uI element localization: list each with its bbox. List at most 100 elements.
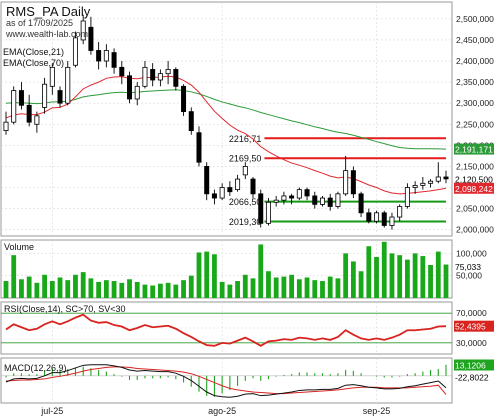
- ema21-legend: EMA(Close,21): [3, 47, 64, 57]
- price-tick-label: 2,300,000: [456, 98, 494, 108]
- candle: [181, 84, 187, 116]
- candle: [428, 179, 434, 188]
- macd-series: [5, 364, 447, 398]
- candle-body: [412, 185, 418, 188]
- volume-bar: [296, 279, 302, 298]
- macd-last-tag: -22,8022: [455, 373, 489, 383]
- volume-bar: [204, 251, 210, 298]
- volume-bar: [343, 253, 349, 298]
- candle-body: [289, 195, 295, 199]
- ema70-legend: EMA(Close,70): [3, 58, 64, 68]
- x-tick-label: jul-25: [40, 406, 63, 416]
- price-tick-label: 2,000,000: [456, 225, 494, 235]
- x-tick-label: ago-25: [208, 406, 236, 416]
- candle-body: [134, 85, 140, 100]
- ema21-last-tag-box: [454, 182, 494, 194]
- price-tick-label: 2,500,000: [456, 14, 494, 24]
- volume-bar: [196, 252, 202, 298]
- ema21-last-tag: 2,098,242: [455, 184, 493, 194]
- candle: [235, 174, 241, 192]
- volume-bar: [281, 276, 287, 298]
- price-levels: 2216,71 2169,50 2066,50 2019,30: [229, 134, 446, 227]
- candle-body: [127, 75, 133, 100]
- candle: [150, 63, 156, 87]
- volume-bars: [3, 241, 449, 298]
- candle-body: [350, 170, 356, 195]
- volume-bar: [173, 284, 179, 298]
- volume-bar: [312, 280, 318, 298]
- candle-body: [435, 176, 441, 182]
- candle: [250, 176, 256, 199]
- candle: [296, 187, 302, 201]
- candle: [42, 77, 48, 114]
- volume-tick-label: 50,000: [456, 271, 482, 281]
- volume-bar: [366, 246, 372, 298]
- volume-bar: [242, 274, 248, 298]
- candle: [173, 67, 179, 91]
- candle: [72, 31, 78, 68]
- candle: [88, 16, 94, 55]
- candle-body: [72, 37, 78, 66]
- volume-bar: [3, 281, 9, 298]
- candle: [265, 198, 271, 226]
- price-level-label: 2066,50: [229, 197, 262, 207]
- candle-body: [296, 189, 302, 199]
- candle-body: [157, 73, 163, 81]
- volume-bar: [165, 282, 171, 298]
- volume-bar: [134, 281, 140, 298]
- price-level-label: 2019,30: [229, 217, 262, 227]
- volume-bar: [88, 278, 94, 298]
- chart-title: RMS_PA Daily: [6, 4, 91, 19]
- candle-body: [211, 193, 217, 199]
- macd-hist-last-tag: 13,1206: [455, 361, 486, 371]
- rsi-last-tag-box: [454, 320, 494, 332]
- close-last-tag-box: [454, 173, 494, 185]
- volume-bar: [327, 276, 333, 298]
- candle: [119, 61, 125, 85]
- candle: [420, 176, 426, 190]
- volume-bar: [26, 276, 32, 298]
- chart-source: www.wealth-lab.com: [5, 29, 88, 39]
- volume-bar: [96, 281, 102, 298]
- candle: [273, 195, 279, 207]
- volume-bar: [335, 278, 341, 298]
- candle-body: [26, 104, 32, 123]
- chart-date: as of 17/09/2025: [6, 18, 73, 28]
- price-tick-label: 2,050,000: [456, 204, 494, 214]
- volume-bar: [157, 283, 163, 298]
- candle: [350, 166, 356, 199]
- candle: [134, 82, 140, 106]
- volume-bar: [227, 284, 233, 298]
- candle-body: [11, 90, 17, 123]
- gridlines: [1, 2, 452, 403]
- volume-bar: [188, 275, 194, 298]
- volume-bar: [304, 277, 310, 298]
- volume-bar: [420, 256, 426, 298]
- candle: [366, 208, 372, 224]
- ema70-last-tag-box: [454, 143, 494, 155]
- candle: [374, 210, 380, 224]
- macd-panel-frame: [0, 357, 453, 404]
- candle-body: [258, 193, 264, 224]
- candle-body: [366, 212, 372, 222]
- rsi-line: [5, 313, 447, 347]
- candle: [165, 61, 171, 85]
- volume-bar: [320, 281, 325, 298]
- candle-body: [381, 212, 387, 226]
- volume-bar: [142, 284, 148, 298]
- candle: [127, 71, 133, 104]
- candle: [412, 181, 418, 194]
- candlesticks: [3, 14, 449, 230]
- candle: [358, 191, 364, 218]
- volume-bar: [250, 278, 256, 298]
- candle: [319, 195, 325, 207]
- volume-bar: [397, 255, 403, 298]
- candle: [157, 69, 163, 87]
- volume-bar: [150, 285, 156, 298]
- volume-bar: [350, 261, 356, 298]
- ema21-line: [5, 75, 447, 195]
- rsi-title: RSI(Close,14), SC>70, SV<30: [4, 304, 126, 314]
- volume-bar: [374, 256, 379, 298]
- price-tick-label: 2,350,000: [456, 77, 494, 87]
- volume-bar: [73, 274, 78, 298]
